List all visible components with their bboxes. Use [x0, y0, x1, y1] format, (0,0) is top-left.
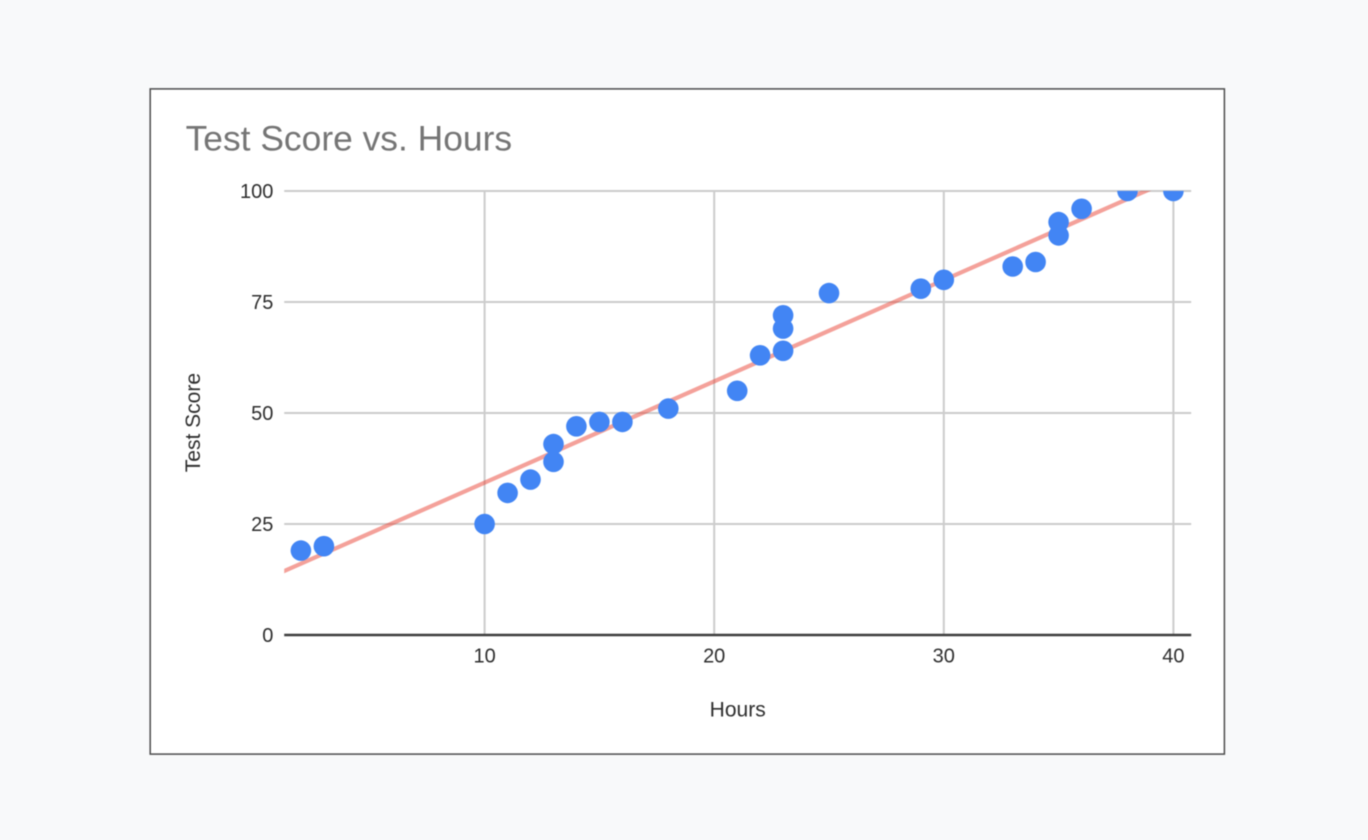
svg-text:30: 30 — [933, 646, 955, 668]
svg-text:100: 100 — [240, 181, 273, 203]
svg-text:0: 0 — [262, 625, 273, 647]
svg-text:40: 40 — [1162, 646, 1184, 668]
svg-text:10: 10 — [473, 646, 495, 668]
svg-text:20: 20 — [703, 646, 725, 668]
svg-text:Test Score vs. Hours: Test Score vs. Hours — [186, 119, 512, 159]
svg-text:25: 25 — [251, 514, 273, 536]
svg-text:Hours: Hours — [710, 699, 766, 722]
svg-text:Test Score: Test Score — [182, 373, 205, 472]
svg-text:75: 75 — [251, 292, 273, 314]
svg-text:50: 50 — [251, 403, 273, 425]
